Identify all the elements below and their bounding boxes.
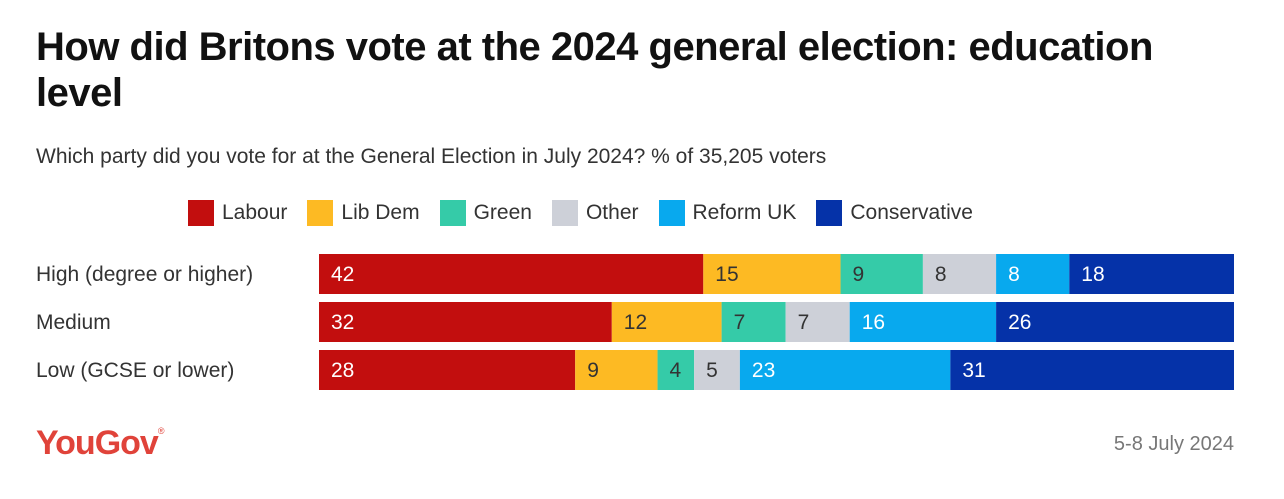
category-label: Low (GCSE or lower)	[36, 359, 234, 382]
registered-mark: ®	[157, 426, 165, 436]
data-label: 8	[935, 263, 947, 286]
bar-segment-conservative	[996, 302, 1234, 342]
data-label: 16	[862, 311, 885, 334]
yougov-logo-text: YouGov	[36, 424, 159, 462]
data-label: 12	[624, 311, 647, 334]
legend-item-labour: Labour	[188, 200, 287, 226]
chart-title: How did Britons vote at the 2024 general…	[36, 25, 1153, 115]
data-label: 5	[706, 359, 718, 382]
data-label: 15	[715, 263, 738, 286]
chart-subtitle: Which party did you vote for at the Gene…	[36, 145, 827, 168]
legend-label: Labour	[222, 201, 288, 224]
legend-item-conservative: Conservative	[816, 200, 973, 226]
bar-segment-labour	[319, 350, 576, 390]
legend-swatch	[188, 200, 214, 226]
bar-segment-lib-dem	[703, 254, 841, 294]
data-label: 7	[734, 311, 746, 334]
legend-item-green: Green	[439, 200, 532, 226]
bar-segment-other	[694, 350, 740, 390]
legend-label: Other	[585, 201, 639, 224]
legend-label: Reform UK	[692, 201, 797, 224]
legend-item-reform-uk: Reform UK	[658, 200, 797, 226]
survey-date: 5-8 July 2024	[1113, 433, 1234, 455]
legend-label: Green	[473, 201, 532, 224]
legend-label: Lib Dem	[341, 201, 420, 224]
bar-segment-green	[721, 302, 786, 342]
bar-segment-other	[785, 302, 850, 342]
legend-swatch	[307, 200, 334, 226]
category-label: Medium	[36, 311, 111, 334]
bar-segment-reform-uk	[739, 350, 951, 390]
legend-label: Conservative	[850, 201, 973, 224]
data-label: 31	[962, 359, 985, 382]
bar-segment-labour	[319, 302, 612, 342]
data-label: 23	[752, 359, 775, 382]
legend-swatch	[551, 200, 578, 226]
data-label: 9	[587, 359, 599, 382]
bar-segment-reform-uk	[849, 302, 997, 342]
data-label: 9	[853, 263, 865, 286]
legend-item-lib-dem: Lib Dem	[307, 200, 420, 226]
bar-segment-conservative	[1069, 254, 1234, 294]
bar-segment-green	[657, 350, 695, 390]
data-label: 4	[670, 359, 682, 382]
category-label: High (degree or higher)	[36, 263, 253, 286]
bar-segment-green	[840, 254, 923, 294]
data-label: 32	[331, 311, 354, 334]
bar-segment-other	[922, 254, 997, 294]
legend-item-other: Other	[551, 200, 639, 226]
bar-segment-reform-uk	[996, 254, 1070, 294]
legend-swatch	[816, 200, 843, 226]
data-label: 8	[1008, 263, 1020, 286]
data-label: 18	[1081, 263, 1104, 286]
bar-segment-labour	[319, 254, 704, 294]
data-label: 28	[331, 359, 354, 382]
yougov-logo: YouGov®	[36, 424, 165, 463]
bar-segment-lib-dem	[611, 302, 722, 342]
data-label: 42	[331, 263, 354, 286]
legend: Labour Lib Dem Green Other Reform UK Conserva…	[188, 198, 993, 228]
bar-segment-conservative	[950, 350, 1234, 390]
legend-swatch	[439, 200, 466, 226]
bar-segment-lib-dem	[575, 350, 658, 390]
legend-swatch	[658, 200, 685, 226]
data-label: 7	[798, 311, 810, 334]
data-label: 26	[1008, 311, 1031, 334]
